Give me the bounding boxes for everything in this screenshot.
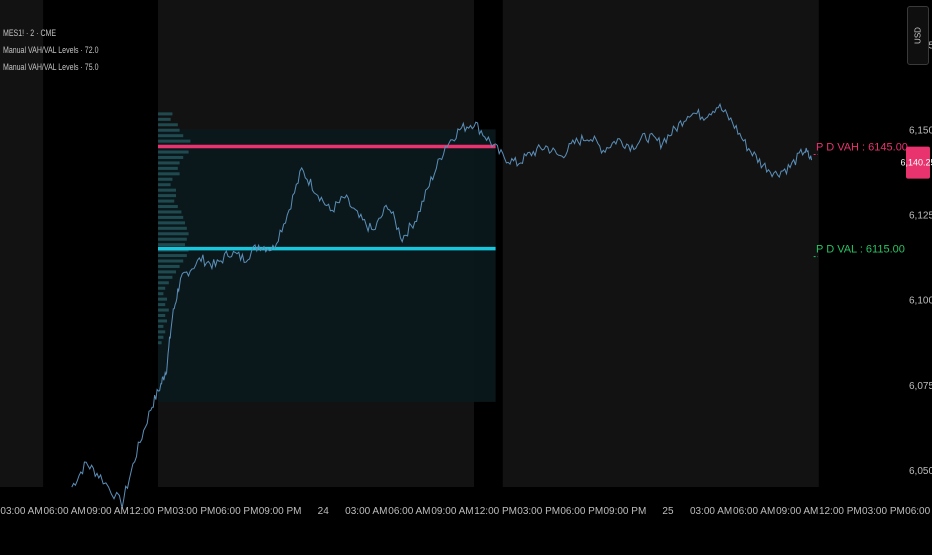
profile-bar [158, 150, 189, 154]
profile-bar [158, 199, 175, 203]
profile-bar [158, 215, 184, 219]
profile-bar [158, 161, 180, 165]
price-series-line[interactable] [71, 102, 813, 509]
x-tick-label: 03:00 PM [173, 506, 216, 517]
x-tick-label: 09:00 PM [259, 506, 302, 517]
profile-bar [158, 324, 164, 328]
x-tick-label: 09:00 PM [603, 506, 646, 517]
x-tick-label: 03:00 AM [345, 506, 387, 517]
level-label-0: P D VAH : 6145.00 [816, 141, 908, 153]
profile-bar [158, 308, 169, 312]
profile-bar [158, 281, 169, 285]
x-tick-label: 06:00 AM [388, 506, 430, 517]
profile-bar [158, 205, 178, 209]
profile-bar [158, 335, 164, 339]
profile-bar [158, 117, 171, 121]
y-tick-label: 6,125.00 [909, 211, 932, 222]
x-tick-label: 06:00 AM [733, 506, 775, 517]
profile-bar [158, 264, 180, 268]
x-tick-label: 03:00 AM [0, 506, 42, 517]
level-label-1: P D VAL : 6115.00 [816, 244, 905, 256]
x-tick-label: 12:00 PM [129, 506, 172, 517]
profile-bar [158, 292, 164, 296]
current-price-label: 6,140.25 [900, 158, 932, 168]
profile-bar [158, 166, 178, 170]
currency-button[interactable]: USD [907, 6, 929, 65]
profile-bar [158, 123, 178, 127]
profile-bar [158, 237, 187, 241]
profile-bar [158, 194, 177, 198]
chart-legend: MES1! · 2 · CME Manual VAH/VAL Levels · … [3, 25, 98, 76]
profile-bar [158, 341, 162, 345]
profile-bar [158, 221, 186, 225]
profile-bar [158, 303, 166, 307]
y-tick-label: 6,150.00 [909, 125, 932, 136]
currency-label: USD [913, 27, 923, 44]
profile-bar [158, 270, 177, 274]
profile-bar [158, 155, 184, 159]
symbol-label[interactable]: MES1! · 2 · CME [3, 28, 57, 38]
indicator-label-2[interactable]: Manual VAH/VAL Levels · 75.0 [3, 62, 99, 72]
y-tick-label: 6,100.00 [909, 296, 932, 307]
x-tick-label: 25 [662, 506, 674, 517]
profile-bar [158, 177, 173, 181]
y-tick-label: 6,075.00 [909, 381, 932, 392]
profile-bar [158, 243, 186, 247]
x-tick-label: 06:00 AM [44, 506, 86, 517]
x-tick-label: 03:00 PM [862, 506, 905, 517]
profile-bar [158, 330, 166, 334]
x-tick-label: 09:00 AM [87, 506, 129, 517]
x-tick-label: 06:00 PM [560, 506, 603, 517]
session-shade-2 [502, 0, 819, 487]
indicator-label-1[interactable]: Manual VAH/VAL Levels · 72.0 [3, 45, 99, 55]
x-tick-label: 12:00 PM [819, 506, 862, 517]
profile-bar [158, 319, 168, 323]
profile-bar [158, 183, 171, 187]
profile-bar [158, 226, 187, 230]
x-tick-label: 06:00 PM [905, 506, 932, 517]
profile-bar [158, 112, 173, 116]
profile-bar [158, 275, 173, 279]
profile-bar [158, 259, 184, 263]
x-tick-label: 09:00 AM [431, 506, 473, 517]
value-area-box [158, 129, 496, 402]
x-tick-label: 03:00 AM [690, 506, 732, 517]
session-shade-0 [0, 0, 44, 487]
profile-bar [158, 313, 166, 317]
profile-bar [158, 139, 191, 143]
y-tick-label: 6,050.00 [909, 466, 932, 477]
profile-bar [158, 134, 184, 138]
x-tick-label: 09:00 AM [776, 506, 818, 517]
profile-bar [158, 210, 182, 214]
profile-bar [158, 232, 189, 236]
profile-bar [158, 286, 166, 290]
profile-bar [158, 128, 180, 132]
profile-bar [158, 297, 168, 301]
profile-bar [158, 172, 180, 176]
x-tick-label: 24 [318, 506, 330, 517]
current-price-tag [906, 146, 930, 179]
x-tick-label: 03:00 PM [517, 506, 560, 517]
x-tick-label: 12:00 PM [474, 506, 517, 517]
x-tick-label: 06:00 PM [216, 506, 259, 517]
profile-bar [158, 188, 177, 192]
profile-bar [158, 254, 187, 258]
